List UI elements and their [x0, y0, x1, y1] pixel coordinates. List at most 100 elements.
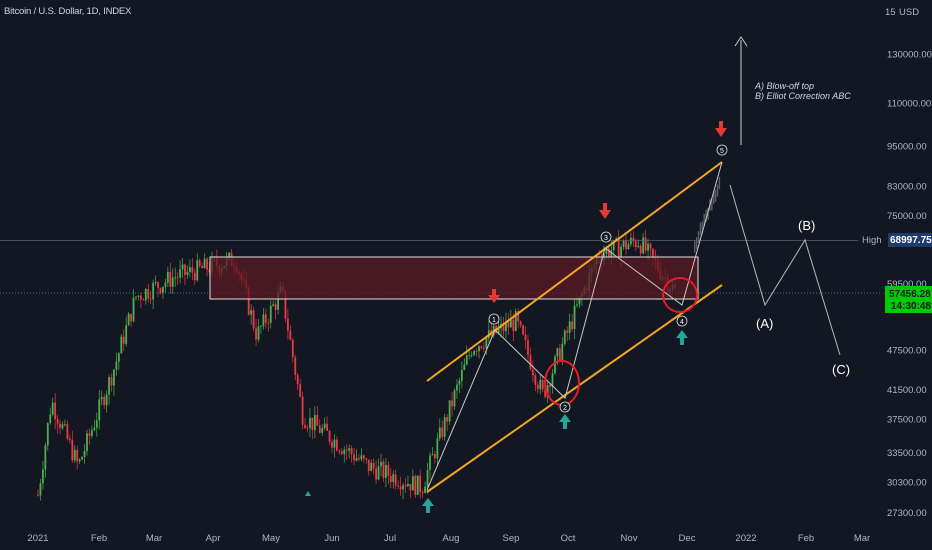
candle-body — [247, 288, 250, 315]
candle-body — [404, 485, 407, 487]
candle-body — [370, 462, 373, 472]
candle-body — [534, 375, 537, 385]
note-elliott: B) Elliot Correction ABC — [755, 91, 851, 101]
candle-body — [291, 339, 294, 358]
candle-body — [541, 379, 544, 390]
candle-body — [350, 448, 353, 455]
high-price-tag: High 68997.75 — [858, 233, 932, 247]
candle-body — [250, 310, 253, 315]
candle-body — [108, 377, 110, 395]
price-tick-label: 30300.00 — [887, 477, 927, 488]
time-tick-label: 2022 — [735, 533, 756, 544]
channel-upper-line — [426, 161, 723, 382]
candle-body — [360, 455, 363, 460]
candle-body — [137, 295, 140, 297]
candle-body — [649, 243, 652, 249]
candle-body — [274, 304, 277, 310]
projection-bar — [716, 184, 719, 197]
candle-body — [93, 427, 96, 431]
time-tick-label: Mar — [854, 533, 870, 544]
candle-body — [56, 419, 59, 424]
candle-body — [399, 486, 402, 490]
candle-body — [558, 348, 561, 361]
candle-body — [296, 374, 299, 384]
sell-arrow-5 — [715, 121, 727, 137]
projection-bar — [711, 198, 713, 211]
candle-body — [497, 328, 500, 334]
time-tick-label: Aug — [443, 533, 460, 544]
candle-body — [536, 384, 539, 390]
buy-arrow-2 — [559, 414, 571, 429]
svg-text:1: 1 — [492, 317, 496, 324]
price-tick-label: 37500.00 — [887, 415, 927, 426]
time-tick-label: Nov — [621, 533, 638, 544]
candle-body — [436, 438, 439, 459]
candle-body — [367, 459, 370, 472]
candle-body — [186, 271, 189, 275]
channel-lower-line — [426, 284, 723, 493]
candle-body — [289, 330, 292, 340]
projection-bar — [703, 213, 705, 226]
high-tag-label: High — [862, 235, 882, 246]
candle-body — [44, 445, 47, 470]
time-tick-label: 2021 — [27, 533, 48, 544]
candle-body — [529, 354, 532, 370]
candle-body — [411, 476, 414, 491]
candle-body — [179, 269, 181, 278]
candle-body — [159, 288, 162, 293]
candle-body — [269, 305, 272, 323]
candle-body — [443, 417, 446, 437]
candle-body — [375, 468, 377, 480]
candle-body — [382, 461, 385, 478]
candle-body — [578, 296, 581, 305]
price-tick-label: 130000.00 — [887, 50, 932, 61]
candle-body — [453, 390, 456, 407]
candle-body — [147, 289, 150, 299]
candle-body — [113, 369, 115, 386]
candle-body — [328, 430, 331, 442]
candle-body — [98, 399, 101, 421]
candle-body — [37, 495, 39, 497]
candle-body — [318, 425, 321, 433]
candle-body — [380, 461, 382, 467]
candle-body — [64, 423, 66, 425]
candle-body — [323, 423, 326, 429]
projection-bar — [697, 231, 700, 244]
candle-body — [416, 475, 419, 495]
candle-body — [49, 414, 52, 424]
chart-title: Bitcoin / U.S. Dollar, 1D, INDEX — [4, 6, 132, 17]
time-axis[interactable]: 2021 Feb Mar Apr May Jun Jul Aug Sep Oct Nov Dec 202… — [27, 533, 870, 544]
candle-body — [441, 427, 444, 437]
correction-label-a: (A) — [756, 316, 773, 331]
candle-body — [573, 305, 576, 329]
candle-body — [331, 441, 333, 448]
candle-body — [142, 299, 145, 301]
candle-body — [365, 458, 368, 460]
wave-3-label: 3 — [600, 231, 612, 243]
candle-body — [637, 245, 640, 248]
time-tick-label: May — [262, 533, 280, 544]
candle-body — [299, 383, 302, 397]
countdown-timer: 14:30:48 — [891, 301, 931, 312]
candle-body — [355, 458, 358, 461]
candle-body — [385, 465, 387, 478]
candle-body — [166, 271, 169, 283]
candle-body — [627, 244, 630, 250]
candle-body — [206, 258, 208, 270]
candle-body — [458, 380, 461, 385]
candle-body — [71, 440, 74, 461]
candle-body — [612, 239, 615, 251]
candle-body — [326, 423, 328, 431]
price-tick-label: 41500.00 — [887, 385, 927, 396]
candle-body — [632, 237, 635, 242]
current-price-tag: 57456.28 14:30:48 — [885, 286, 932, 313]
candle-body — [343, 449, 346, 455]
candle-body — [517, 311, 520, 322]
projection-bar — [713, 191, 715, 204]
candle-body — [465, 355, 468, 365]
candle-body — [100, 397, 103, 400]
buy-arrow-4 — [676, 330, 688, 345]
candle-body — [409, 483, 412, 491]
candle-body — [527, 340, 529, 355]
